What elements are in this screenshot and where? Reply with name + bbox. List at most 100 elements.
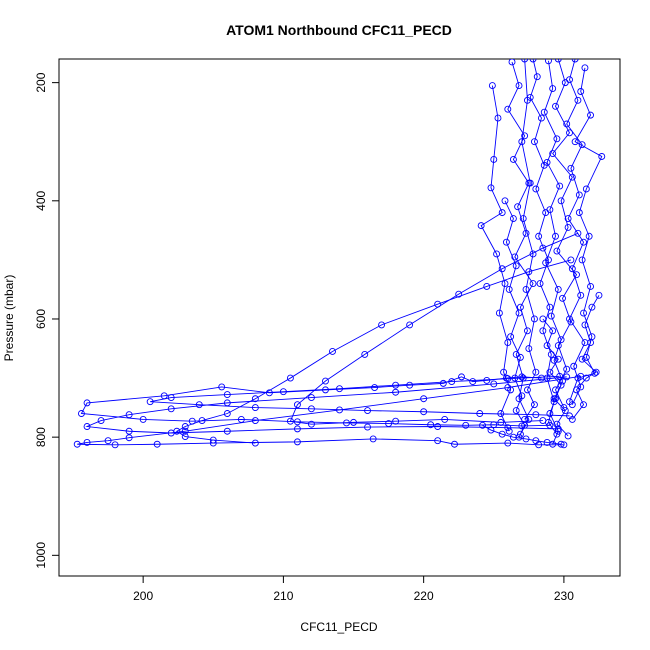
data-point (582, 374, 590, 382)
data-point (580, 309, 587, 317)
data-point (554, 427, 562, 435)
data-point (549, 327, 557, 335)
series (501, 197, 529, 441)
data-point (567, 164, 575, 172)
x-axis: 200 210 220 230 (133, 575, 574, 603)
series (146, 372, 573, 420)
data-point (427, 421, 435, 429)
y-tick-label: 200 (34, 72, 48, 92)
data-point (498, 209, 506, 217)
data-point (526, 179, 534, 187)
data-point (286, 374, 294, 382)
data-point (554, 285, 562, 293)
data-point (167, 394, 175, 402)
x-tick-label: 220 (414, 589, 434, 603)
data-point (451, 440, 458, 448)
x-axis-label: CFC11_PECD (300, 620, 377, 634)
data-point (504, 384, 512, 391)
data-point (500, 368, 508, 376)
data-point (539, 417, 547, 425)
data-point (167, 405, 175, 413)
data-point (494, 114, 502, 122)
data-point (336, 406, 343, 414)
data-point (550, 395, 558, 403)
data-point (535, 232, 543, 240)
data-point (83, 439, 91, 446)
data-point (223, 410, 231, 417)
chart-title: ATOM1 Northbound CFC11_PECD (226, 22, 452, 38)
data-point (519, 215, 527, 222)
data-point (483, 376, 491, 384)
data-point (575, 191, 583, 199)
data-point (505, 285, 513, 293)
series-line (504, 200, 526, 438)
data-point (173, 427, 181, 435)
data-point (477, 222, 485, 230)
data-point (195, 401, 203, 409)
data-point (458, 373, 465, 381)
data-point (479, 421, 486, 429)
data-point (595, 291, 603, 299)
data-point (587, 339, 594, 347)
y-tick-label: 400 (34, 190, 48, 210)
data-point (546, 303, 554, 311)
data-point (198, 417, 206, 425)
data-point (592, 368, 600, 376)
data-point (582, 185, 590, 193)
data-point (495, 309, 503, 317)
data-point (509, 155, 517, 163)
data-point (504, 424, 512, 432)
data-point (476, 410, 484, 417)
data-point (512, 407, 520, 415)
data-point (525, 345, 533, 352)
data-point (547, 312, 555, 320)
series-line (569, 67, 603, 402)
y-tick-label: 1000 (34, 542, 48, 569)
y-axis-label: Pressure (mbar) (2, 275, 16, 362)
data-point (532, 411, 540, 419)
data-point (559, 294, 566, 302)
data-point (522, 435, 530, 443)
data-point (571, 59, 579, 63)
data-point (336, 385, 343, 393)
data-point (497, 418, 505, 426)
data-point (578, 141, 586, 149)
data-point (502, 238, 510, 246)
data-point (553, 247, 561, 255)
series-line (571, 295, 600, 420)
data-point (578, 256, 586, 264)
data-point (531, 138, 538, 146)
series-group (73, 59, 606, 449)
data-point (521, 59, 529, 63)
data-point (490, 155, 498, 163)
data-point (554, 59, 562, 63)
data-point (392, 381, 400, 389)
data-point (564, 432, 572, 440)
data-point (308, 394, 315, 402)
data-point (553, 420, 561, 428)
data-point (508, 59, 516, 66)
data-point (469, 378, 477, 386)
data-point (521, 132, 529, 140)
data-point (455, 290, 463, 298)
data-point (559, 377, 566, 385)
data-point (322, 377, 329, 385)
series-line (85, 376, 567, 434)
data-point (543, 158, 551, 166)
data-point (515, 82, 523, 90)
data-point (543, 342, 551, 350)
data-point (568, 415, 576, 423)
data-point (564, 223, 572, 231)
data-point (552, 232, 559, 240)
data-point (546, 410, 554, 417)
data-point (181, 423, 189, 430)
data-point (538, 114, 545, 122)
data-point (557, 381, 565, 389)
data-point (546, 368, 554, 376)
data-point (293, 438, 301, 446)
data-point (554, 355, 562, 363)
data-point (512, 262, 520, 270)
y-tick-label: 800 (34, 427, 48, 447)
data-point (498, 430, 506, 438)
data-point (518, 392, 526, 400)
